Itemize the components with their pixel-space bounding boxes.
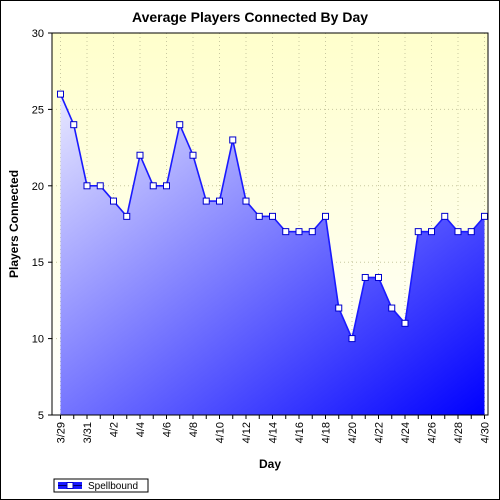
y-axis-label: Players Connected [7, 170, 21, 278]
series-segment [218, 139, 234, 202]
x-tick-label: 4/10 [215, 422, 227, 443]
series-segment [377, 277, 393, 309]
y-tick-label: 25 [32, 104, 44, 116]
data-point [375, 273, 382, 281]
data-point [467, 228, 475, 236]
series-markers [57, 90, 488, 343]
data-point [335, 304, 343, 312]
series-segment [324, 216, 340, 309]
chart-title: Average Players Connected By Day [132, 9, 368, 25]
series-segment [231, 139, 247, 202]
legend: Spellbound [53, 478, 149, 493]
x-tick-label: 3/31 [82, 422, 94, 443]
series-segment [351, 277, 367, 339]
x-tick-label: 4/12 [241, 422, 253, 443]
data-point [149, 182, 157, 190]
y-tick-label: 30 [32, 28, 44, 40]
x-tick-label: 4/8 [188, 422, 200, 437]
data-point [229, 136, 237, 144]
data-point [163, 182, 170, 190]
data-point [96, 182, 104, 190]
data-point [361, 273, 369, 281]
series-segment [72, 124, 88, 186]
data-point [83, 182, 91, 190]
data-point [428, 228, 435, 236]
x-tick-label: 4/20 [347, 422, 359, 443]
x-tick-label: 4/4 [135, 422, 147, 437]
x-tick-label: 4/18 [321, 422, 333, 443]
x-tick-label: 4/26 [427, 422, 439, 443]
data-point [282, 228, 290, 236]
x-tick-label: 4/22 [374, 422, 386, 443]
x-tick-label: 4/2 [109, 422, 121, 437]
x-tick-label: 4/24 [400, 422, 412, 443]
data-point [70, 121, 78, 129]
data-point [401, 319, 409, 327]
data-point [57, 90, 64, 98]
x-tick-label: 4/14 [268, 422, 280, 443]
y-tick-label: 20 [32, 181, 44, 193]
data-point [308, 228, 316, 236]
y-axis-ticks: 5 10 15 20 25 30 [32, 28, 52, 422]
data-point [388, 304, 396, 312]
series-segment [192, 155, 208, 202]
plot-border [51, 32, 489, 416]
x-tick-label: 3/29 [56, 422, 68, 443]
data-point [348, 335, 356, 343]
data-point [123, 212, 131, 220]
data-point [242, 197, 250, 205]
data-point [110, 197, 117, 205]
series-segment [125, 155, 141, 217]
data-point [136, 151, 144, 159]
x-tick-label: 4/28 [453, 422, 465, 443]
y-tick-label: 10 [32, 334, 44, 346]
data-point [481, 212, 488, 220]
series-segment [404, 231, 420, 324]
series-segment [338, 307, 353, 339]
series-segment [59, 93, 75, 125]
x-axis-ticks: 3/29 3/31 4/2 4/4 4/6 4/8 4/10 4/12 4/14 4/16 4/18… [56, 415, 492, 443]
data-point [189, 151, 197, 159]
x-tick-label: 4/30 [480, 422, 492, 443]
series-segment [165, 124, 181, 186]
data-point [295, 228, 303, 236]
legend-marker [66, 482, 74, 489]
series-segment [179, 124, 194, 156]
area-fill [60, 94, 485, 416]
data-point [454, 228, 462, 236]
series-segment [139, 154, 154, 187]
x-axis-label: Day [259, 457, 281, 471]
data-point [322, 212, 329, 220]
legend-label: Spellbound [88, 481, 138, 492]
y-tick-label: 15 [32, 257, 44, 269]
x-tick-label: 4/6 [162, 422, 174, 437]
data-point [414, 228, 422, 236]
data-point [441, 212, 449, 220]
data-point [255, 212, 263, 220]
data-point [216, 197, 223, 205]
data-point [176, 121, 184, 129]
x-tick-label: 4/16 [294, 422, 306, 443]
y-tick-label: 5 [38, 410, 44, 422]
data-point [202, 197, 210, 205]
data-point [269, 212, 276, 220]
